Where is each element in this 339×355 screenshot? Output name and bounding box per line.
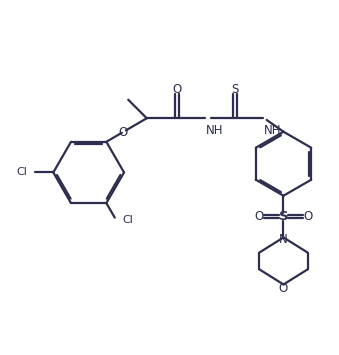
Text: O: O [255, 210, 264, 223]
Text: O: O [303, 210, 312, 223]
Text: O: O [118, 126, 127, 138]
Text: N: N [279, 233, 288, 246]
Text: S: S [231, 83, 239, 96]
Text: S: S [279, 210, 288, 223]
Text: NH: NH [264, 124, 281, 137]
Text: O: O [173, 83, 182, 96]
Text: Cl: Cl [17, 168, 27, 178]
Text: NH: NH [206, 124, 223, 137]
Text: O: O [279, 282, 288, 295]
Text: Cl: Cl [122, 215, 133, 225]
